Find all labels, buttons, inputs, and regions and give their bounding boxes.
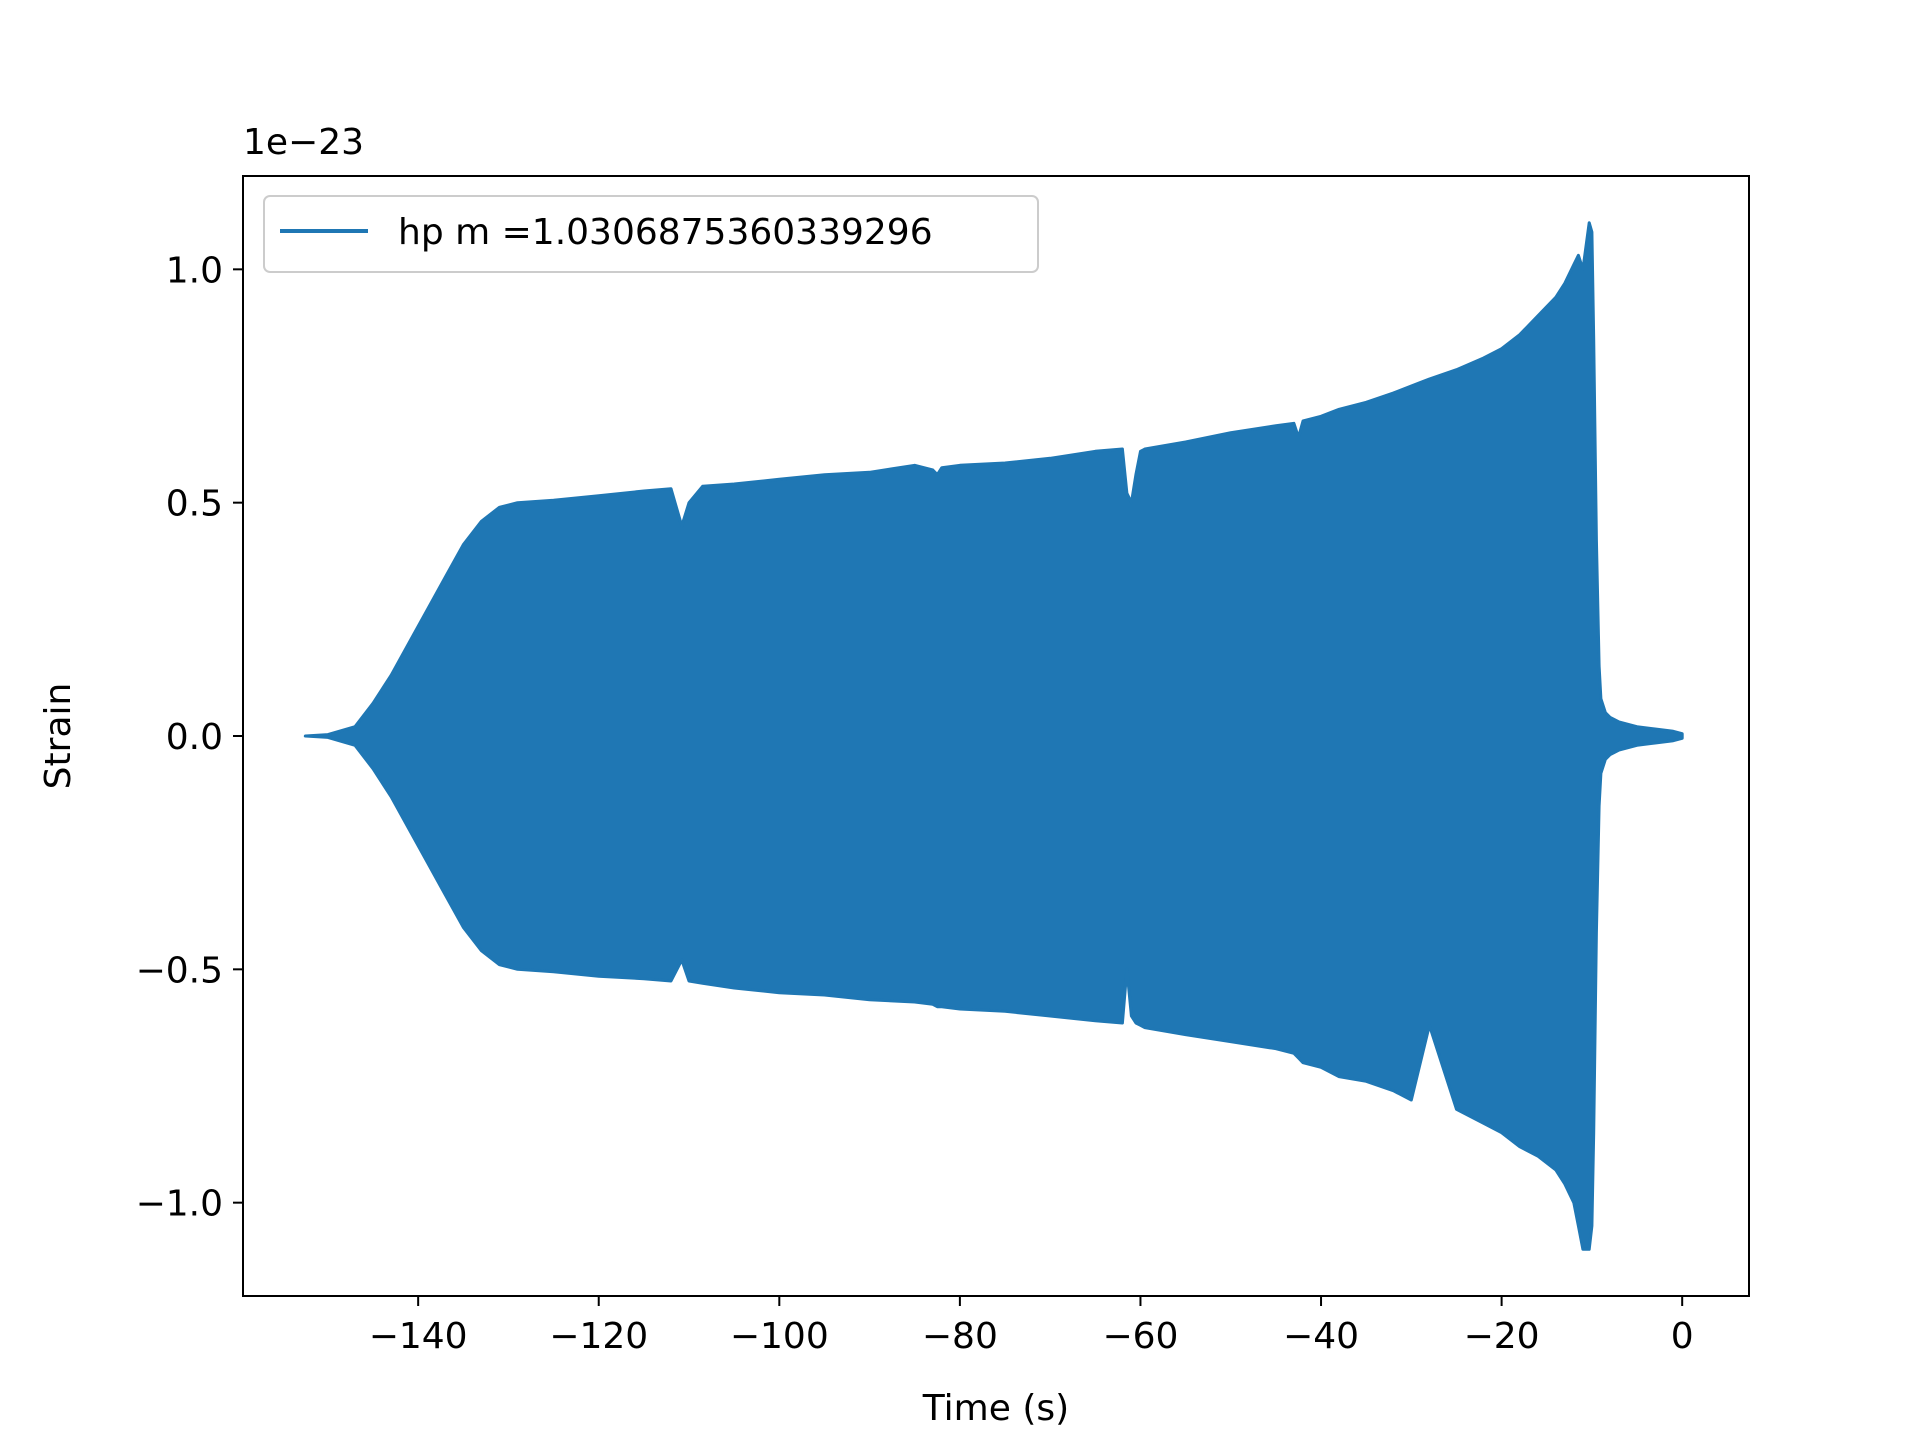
y-tick-label: 1.0 [166,250,223,291]
y-tick-label: 0.5 [166,484,223,525]
plot-area [303,221,1684,1251]
y-tick-label: −1.0 [136,1184,223,1225]
series-waveform-band-0 [303,221,1684,1251]
x-tick-label: −60 [1102,1316,1178,1357]
x-tick-label: −80 [922,1316,998,1357]
y-tick-label: 0.0 [166,717,223,758]
y-axis: 1.0 0.5 0.0 −0.5 −1.0 [136,250,243,1225]
y-tick-label: −0.5 [136,950,223,991]
x-tick-label: −20 [1464,1316,1540,1357]
legend: hp m =1.0306875360339296 [263,195,1039,273]
x-axis: −140 −120 −100 −80 −60 −40 −20 0 [369,1296,1694,1357]
legend-box [263,195,1039,273]
y-axis-label: Strain [38,683,79,790]
x-tick-label: −120 [549,1316,648,1357]
x-axis-label: Time (s) [922,1388,1069,1429]
x-tick-label: −40 [1283,1316,1359,1357]
x-tick-label: −140 [369,1316,468,1357]
x-tick-label: −100 [730,1316,829,1357]
x-tick-label: 0 [1671,1316,1694,1357]
y-offset-label: 1e−23 [243,122,364,163]
legend-entry-label: hp m =1.0306875360339296 [398,212,933,253]
